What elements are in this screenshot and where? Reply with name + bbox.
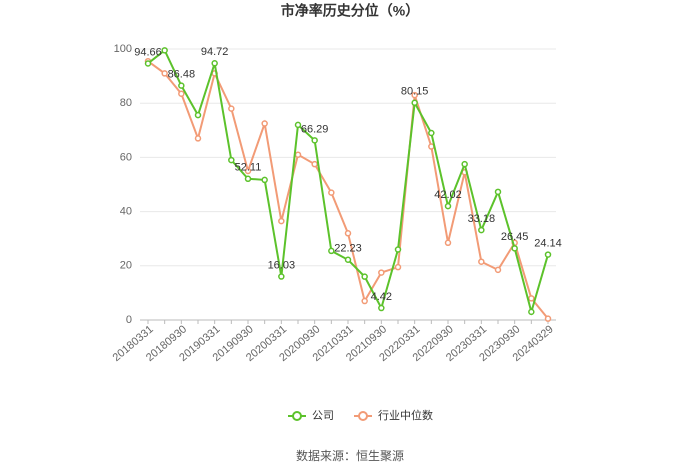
point — [344, 230, 352, 237]
point — [328, 189, 335, 196]
source: 数据来源：恒生聚源 — [296, 448, 404, 463]
data-label: 66.29 — [301, 123, 329, 135]
point — [478, 258, 485, 265]
y-tick-label: 60 — [120, 151, 132, 163]
data-label: 16.03 — [268, 259, 296, 271]
series-line — [147, 60, 549, 320]
point — [228, 105, 235, 112]
point — [161, 47, 168, 54]
point — [411, 91, 418, 99]
point — [394, 263, 402, 271]
point — [361, 297, 368, 305]
point — [361, 273, 368, 280]
data-label: 86.48 — [168, 69, 196, 81]
point — [444, 239, 452, 247]
point — [378, 304, 385, 312]
data-label: 24.14 — [534, 237, 562, 249]
point — [161, 70, 168, 77]
point — [144, 60, 152, 67]
point — [394, 246, 402, 253]
point — [194, 135, 202, 142]
y-tick-label: 0 — [126, 314, 132, 326]
point — [311, 137, 318, 144]
point — [328, 247, 335, 255]
point — [411, 99, 418, 107]
data-label: 33.18 — [468, 213, 496, 225]
point — [278, 217, 285, 225]
point — [494, 266, 502, 274]
point — [244, 167, 252, 175]
data-label: 94.72 — [201, 46, 229, 58]
legend-label: 行业中位数 — [378, 408, 433, 422]
data-label: 22.23 — [334, 243, 362, 255]
point — [261, 120, 268, 127]
point — [178, 82, 185, 89]
point — [544, 315, 552, 322]
point — [378, 269, 385, 276]
point — [211, 60, 218, 67]
point — [194, 111, 202, 119]
point — [461, 160, 468, 168]
legend-label: 公司 — [312, 410, 334, 422]
data-label: 94.66 — [134, 46, 162, 58]
point — [528, 295, 535, 302]
legend-marker — [358, 411, 368, 421]
data-label: 4.42 — [371, 291, 392, 303]
point — [444, 202, 452, 210]
series-line — [147, 48, 549, 316]
point — [528, 308, 535, 316]
point — [278, 273, 285, 280]
y-tick-label: 100 — [114, 43, 132, 55]
point — [544, 251, 552, 258]
point — [511, 245, 518, 252]
point — [178, 90, 185, 97]
data-label: 80.15 — [401, 86, 429, 98]
y-tick-label: 40 — [120, 206, 132, 218]
point — [478, 226, 485, 234]
data-label: 52.11 — [235, 162, 262, 174]
point — [261, 176, 268, 184]
point — [294, 121, 302, 129]
point — [244, 175, 252, 183]
point — [294, 151, 302, 158]
data-label: 26.45 — [501, 231, 529, 243]
point — [344, 256, 352, 264]
y-tick-label: 20 — [120, 260, 132, 272]
point — [228, 156, 235, 164]
point — [494, 188, 502, 196]
point — [311, 160, 318, 168]
point — [428, 129, 435, 137]
chart-title: 市净率历史分位（%） — [281, 3, 419, 19]
data-label: 42.02 — [434, 189, 462, 201]
legend-marker — [292, 411, 302, 421]
y-tick-label: 80 — [120, 97, 132, 109]
